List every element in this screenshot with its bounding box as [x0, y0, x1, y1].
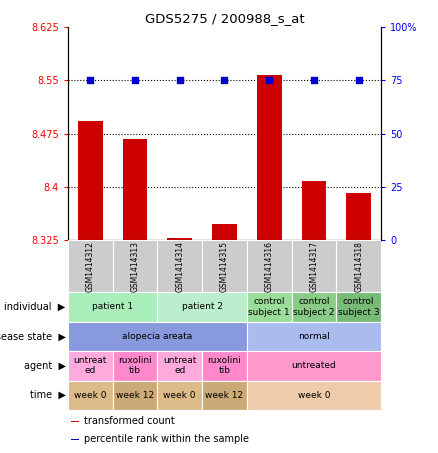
Bar	[157, 381, 202, 410]
Bar	[202, 381, 247, 410]
Text: GSM1414318: GSM1414318	[354, 241, 363, 292]
Text: untreat
ed: untreat ed	[74, 356, 107, 376]
Bar	[71, 439, 79, 440]
Bar	[68, 322, 247, 351]
Point	[355, 77, 362, 84]
Bar	[202, 240, 247, 292]
Text: alopecia areata: alopecia areata	[122, 332, 192, 341]
Point	[311, 77, 318, 84]
Text: ruxolini
tib: ruxolini tib	[118, 356, 152, 376]
Title: GDS5275 / 200988_s_at: GDS5275 / 200988_s_at	[145, 12, 304, 24]
Text: week 12: week 12	[205, 391, 244, 400]
Bar	[202, 351, 247, 381]
Text: week 0: week 0	[74, 391, 106, 400]
Bar	[336, 292, 381, 322]
Bar	[113, 351, 157, 381]
Text: GSM1414315: GSM1414315	[220, 241, 229, 292]
Bar	[157, 351, 202, 381]
Bar	[113, 240, 157, 292]
Text: disease state  ▶: disease state ▶	[0, 331, 66, 342]
Point	[266, 77, 273, 84]
Text: GSM1414312: GSM1414312	[86, 241, 95, 292]
Bar	[302, 181, 326, 240]
Bar	[247, 381, 381, 410]
Bar	[157, 240, 202, 292]
Bar	[292, 292, 336, 322]
Point	[221, 77, 228, 84]
Bar	[212, 224, 237, 240]
Text: GSM1414313: GSM1414313	[131, 241, 139, 292]
Bar	[157, 292, 247, 322]
Bar	[78, 121, 102, 240]
Bar	[113, 381, 157, 410]
Bar	[167, 238, 192, 240]
Point	[131, 77, 138, 84]
Bar	[247, 240, 292, 292]
Text: control
subject 3: control subject 3	[338, 297, 379, 317]
Text: transformed count: transformed count	[84, 416, 174, 426]
Text: control
subject 1: control subject 1	[248, 297, 290, 317]
Point	[87, 77, 94, 84]
Bar	[247, 351, 381, 381]
Text: week 12: week 12	[116, 391, 154, 400]
Bar	[336, 240, 381, 292]
Bar	[68, 240, 113, 292]
Text: normal: normal	[298, 332, 330, 341]
Bar	[68, 351, 113, 381]
Bar	[292, 240, 336, 292]
Bar	[123, 139, 147, 240]
Text: agent  ▶: agent ▶	[24, 361, 66, 371]
Bar	[257, 76, 282, 240]
Text: individual  ▶: individual ▶	[4, 302, 66, 312]
Text: percentile rank within the sample: percentile rank within the sample	[84, 434, 248, 444]
Bar	[247, 322, 381, 351]
Text: untreated: untreated	[292, 361, 336, 370]
Bar	[247, 292, 292, 322]
Text: GSM1414314: GSM1414314	[175, 241, 184, 292]
Text: GSM1414317: GSM1414317	[310, 241, 318, 292]
Bar	[68, 292, 157, 322]
Text: patient 2: patient 2	[182, 303, 223, 311]
Text: week 0: week 0	[298, 391, 330, 400]
Text: ruxolini
tib: ruxolini tib	[208, 356, 241, 376]
Text: week 0: week 0	[163, 391, 196, 400]
Point	[176, 77, 183, 84]
Bar	[71, 421, 79, 422]
Bar	[68, 381, 113, 410]
Text: GSM1414316: GSM1414316	[265, 241, 274, 292]
Bar	[346, 193, 371, 240]
Text: control
subject 2: control subject 2	[293, 297, 335, 317]
Text: time  ▶: time ▶	[30, 390, 66, 400]
Text: untreat
ed: untreat ed	[163, 356, 196, 376]
Text: patient 1: patient 1	[92, 303, 133, 311]
